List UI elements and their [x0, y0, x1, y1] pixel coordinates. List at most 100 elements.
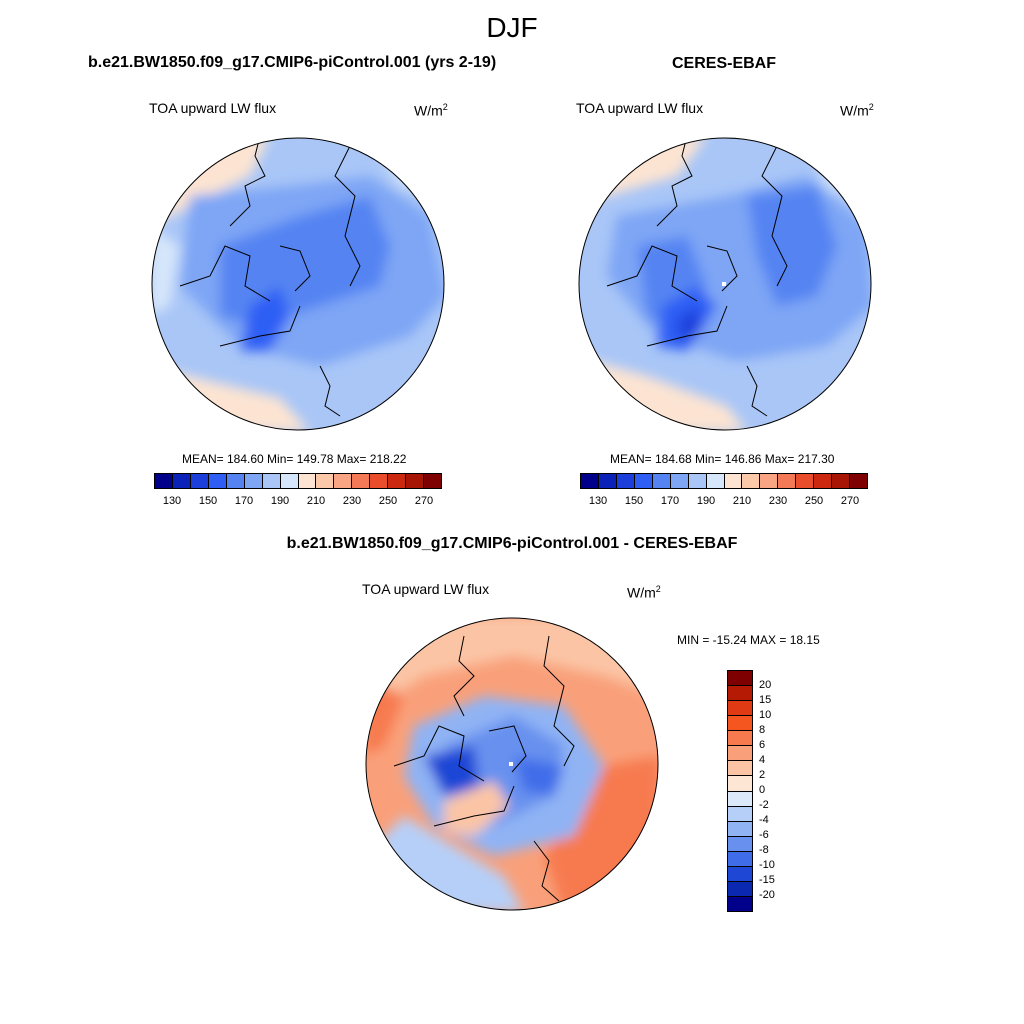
diff-colorbar-tick-label: -10: [759, 859, 775, 871]
obs-polar-map: [578, 137, 872, 431]
model-colorbar-tick-label: 130: [162, 495, 182, 507]
obs-colorbar-tick-label: 210: [732, 495, 752, 507]
obs-colorbar-tick-label: 230: [768, 495, 788, 507]
diff-colorbar-swatch: [728, 701, 752, 717]
diff-colorbar-swatch: [728, 806, 752, 822]
model-colorbar-swatch: [155, 474, 173, 488]
obs-colorbar-tick-label: 190: [696, 495, 716, 507]
diff-colorbar-tick-label: 2: [759, 769, 766, 781]
model-colorbar-swatch: [190, 474, 209, 488]
diff-colorbar: [727, 670, 753, 912]
model-colorbar-swatch: [298, 474, 317, 488]
model-colorbar-swatch: [352, 474, 371, 488]
diff-colorbar-swatch: [728, 731, 752, 747]
model-colorbar-swatch: [316, 474, 335, 488]
diff-colorbar-swatch: [728, 761, 752, 777]
diff-colorbar-swatch: [728, 746, 752, 762]
obs-colorbar-swatch: [670, 474, 689, 488]
obs-colorbar-swatch: [581, 474, 599, 488]
diff-colorbar-swatch: [728, 776, 752, 792]
model-colorbar-swatch: [244, 474, 263, 488]
obs-colorbar-swatch: [760, 474, 779, 488]
diff-colorbar-tick-label: -6: [759, 829, 769, 841]
obs-colorbar-tick-label: 130: [588, 495, 608, 507]
obs-colorbar-swatch: [598, 474, 617, 488]
model-variable-label: TOA upward LW flux: [149, 100, 277, 116]
diff-colorbar-tick-label: 8: [759, 724, 766, 736]
model-colorbar: [154, 473, 442, 489]
obs-colorbar-swatch: [850, 474, 867, 488]
obs-colorbar-swatch: [652, 474, 671, 488]
model-colorbar-swatch: [334, 474, 353, 488]
obs-colorbar-swatch: [832, 474, 851, 488]
model-colorbar-swatch: [424, 474, 441, 488]
model-colorbar-swatch: [406, 474, 425, 488]
model-stats-label: MEAN= 184.60 Min= 149.78 Max= 218.22: [182, 452, 407, 466]
model-colorbar-tick-label: 190: [270, 495, 290, 507]
obs-colorbar-tick-label: 270: [840, 495, 860, 507]
diff-stats-label: MIN = -15.24 MAX = 18.15: [677, 633, 820, 647]
obs-colorbar-swatch: [796, 474, 815, 488]
obs-units-label: W/m2: [840, 102, 874, 119]
diff-colorbar-tick-label: 6: [759, 739, 766, 751]
model-colorbar-swatch: [172, 474, 191, 488]
diff-colorbar-swatch: [728, 671, 752, 687]
obs-colorbar-tick-label: 150: [624, 495, 644, 507]
diff-colorbar-tick-label: -4: [759, 814, 769, 826]
diff-colorbar-swatch: [728, 851, 752, 867]
diff-panel-title: b.e21.BW1850.f09_g17.CMIP6-piControl.001…: [286, 535, 738, 552]
model-colorbar-tick-label: 230: [342, 495, 362, 507]
diff-polar-map: [365, 617, 659, 911]
diff-colorbar-swatch: [728, 896, 752, 911]
diff-units-label: W/m2: [627, 584, 661, 601]
obs-colorbar-swatch: [778, 474, 797, 488]
model-colorbar-tick-label: 170: [234, 495, 254, 507]
model-colorbar-swatch: [208, 474, 227, 488]
model-colorbar-ticks: 130 150 170 190 210 230 250 270: [154, 495, 442, 509]
model-colorbar-swatch: [370, 474, 389, 488]
model-colorbar-tick-label: 270: [414, 495, 434, 507]
diff-colorbar-tick-label: -20: [759, 889, 775, 901]
obs-colorbar-swatch: [742, 474, 761, 488]
diff-colorbar-tick-label: 10: [759, 709, 772, 721]
model-panel-title: b.e21.BW1850.f09_g17.CMIP6-piControl.001…: [88, 54, 497, 71]
diff-colorbar-swatch: [728, 686, 752, 702]
obs-colorbar: [580, 473, 868, 489]
model-colorbar-swatch: [388, 474, 407, 488]
model-colorbar-swatch: [280, 474, 299, 488]
obs-colorbar-swatch: [724, 474, 743, 488]
diff-variable-label: TOA upward LW flux: [362, 581, 490, 597]
diff-colorbar-tick-label: -2: [759, 799, 769, 811]
obs-stats-label: MEAN= 184.68 Min= 146.86 Max= 217.30: [610, 452, 835, 466]
diff-colorbar-swatch: [728, 791, 752, 807]
diff-colorbar-swatch: [728, 716, 752, 732]
main-title: DJF: [486, 12, 538, 43]
obs-colorbar-swatch: [814, 474, 833, 488]
diff-colorbar-swatch: [728, 836, 752, 852]
diff-colorbar-swatch: [728, 881, 752, 897]
model-colorbar-tick-label: 150: [198, 495, 218, 507]
model-colorbar-swatch: [262, 474, 281, 488]
obs-variable-label: TOA upward LW flux: [576, 100, 704, 116]
diff-colorbar-tick-label: 0: [759, 784, 766, 796]
diff-colorbar-ticks: 20 15 10 8 6 4 2 0 -2 -4 -6 -8 -10 -15 -20: [759, 670, 799, 910]
obs-colorbar-tick-label: 250: [804, 495, 824, 507]
diff-colorbar-swatch: [728, 866, 752, 882]
diff-colorbar-tick-label: -8: [759, 844, 769, 856]
obs-colorbar-tick-label: 170: [660, 495, 680, 507]
diff-colorbar-tick-label: 4: [759, 754, 766, 766]
model-colorbar-tick-label: 210: [306, 495, 326, 507]
obs-colorbar-ticks: 130 150 170 190 210 230 250 270: [580, 495, 868, 509]
obs-colorbar-swatch: [706, 474, 725, 488]
obs-panel-title: CERES-EBAF: [672, 55, 777, 72]
model-units-label: W/m2: [414, 102, 448, 119]
diff-colorbar-tick-label: 15: [759, 694, 772, 706]
diff-colorbar-tick-label: 20: [759, 679, 772, 691]
obs-colorbar-swatch: [634, 474, 653, 488]
diff-colorbar-tick-label: -15: [759, 874, 775, 886]
model-colorbar-swatch: [226, 474, 245, 488]
diff-colorbar-swatch: [728, 821, 752, 837]
obs-colorbar-swatch: [688, 474, 707, 488]
model-polar-map: [151, 137, 445, 431]
model-colorbar-tick-label: 250: [378, 495, 398, 507]
